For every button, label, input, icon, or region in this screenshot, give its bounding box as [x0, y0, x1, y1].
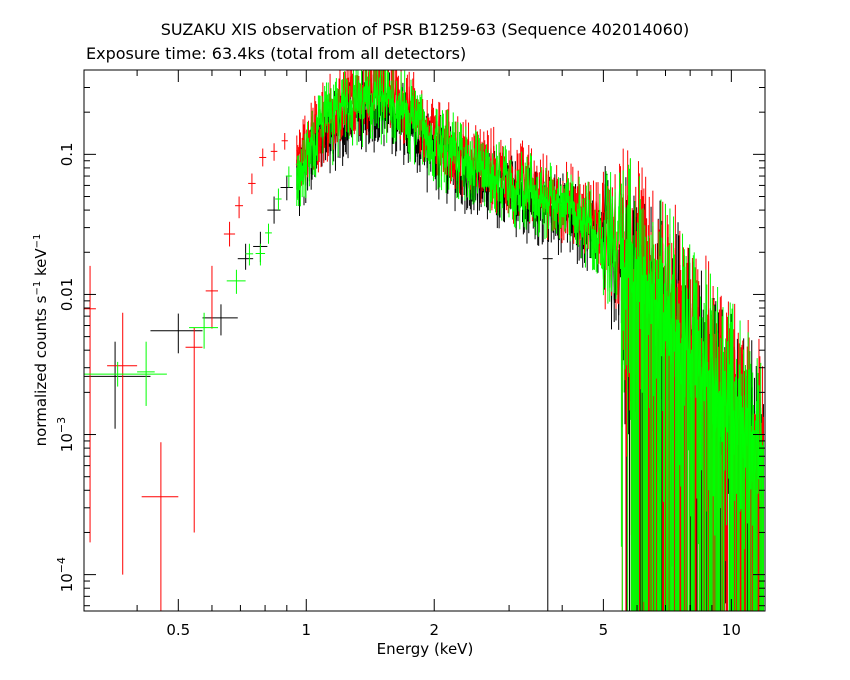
chart-title: SUZAKU XIS observation of PSR B1259-63 (… — [160, 20, 690, 39]
plot-border — [83, 69, 766, 612]
y-tick-label: 10−4 — [55, 557, 76, 592]
x-tick-label: 10 — [722, 621, 741, 639]
y-tick-label: 0.01 — [58, 278, 76, 311]
y-axis-label-exp2: −1 — [32, 233, 43, 249]
series-green — [84, 70, 764, 611]
x-tick-label: 2 — [429, 621, 439, 639]
spectrum-trace-green — [296, 75, 764, 501]
y-axis-label-base: normalized counts s — [32, 295, 50, 447]
chart-subtitle: Exposure time: 63.4ks (total from all de… — [86, 44, 467, 63]
y-axis-label: normalized counts s−1 keV−1 — [32, 234, 50, 447]
plot-frame — [83, 69, 766, 612]
axis-ticks: 0.5 1 2 5 10 0.1 0.01 10−3 10−4 — [55, 69, 765, 639]
x-tick-label: 5 — [599, 621, 609, 639]
y-tick-label: 10−3 — [55, 417, 76, 452]
y-tick-label: 0.1 — [58, 142, 76, 166]
x-tick-label: 1 — [301, 621, 311, 639]
x-axis-label: Energy (keV) — [376, 640, 474, 658]
x-tick-label: 0.5 — [166, 621, 190, 639]
y-axis-label-exp1: −1 — [32, 280, 43, 296]
y-axis-label-mid: keV — [32, 248, 50, 281]
